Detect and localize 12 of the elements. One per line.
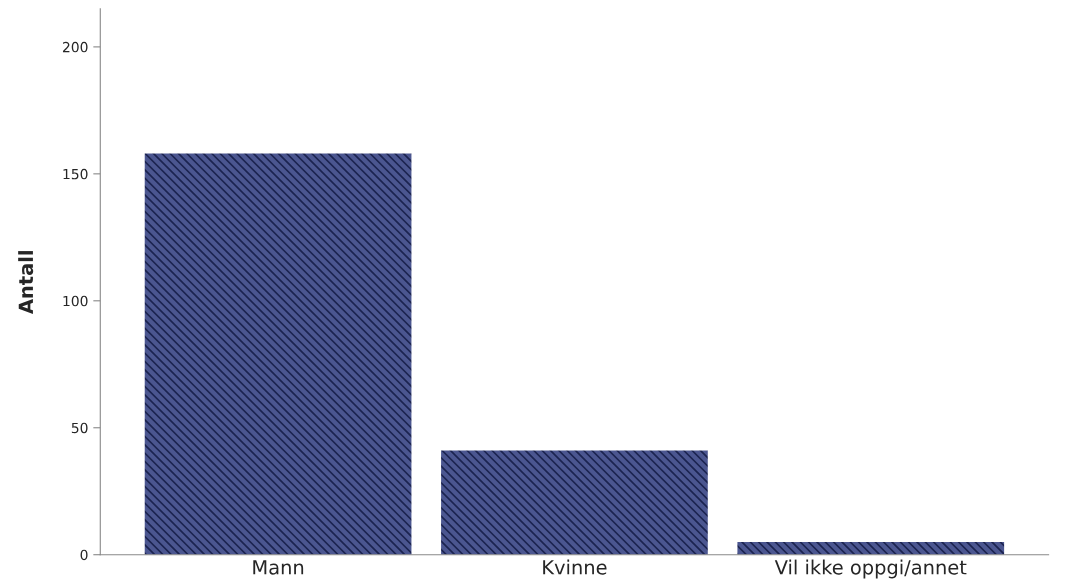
y-tick-label: 50	[71, 422, 88, 434]
y-tick-label: 0	[80, 549, 88, 561]
bar	[737, 542, 1005, 555]
y-tick-label: 100	[63, 295, 88, 307]
x-tick-label: Kvinne	[543, 559, 607, 575]
x-tick-label: Mann	[253, 560, 304, 575]
x-tick-label: Vil ikke oppgi/annet	[774, 559, 967, 579]
bar	[144, 153, 412, 555]
y-tick-label: 150	[63, 168, 88, 180]
y-axis-title: Antall	[18, 251, 34, 314]
y-tick-label: 200	[62, 41, 88, 53]
bar	[441, 450, 708, 555]
